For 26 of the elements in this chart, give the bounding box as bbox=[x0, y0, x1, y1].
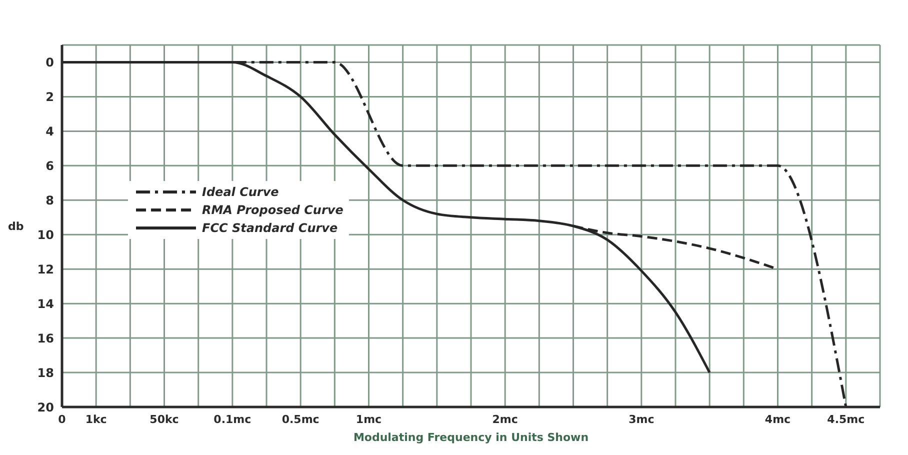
legend-label: Ideal Curve bbox=[202, 185, 279, 199]
y-tick-label: 8 bbox=[46, 193, 54, 208]
y-tick-label: 20 bbox=[37, 400, 54, 414]
x-axis-title: Modulating Frequency in Units Shown bbox=[353, 431, 589, 444]
y-tick-label: 12 bbox=[37, 262, 54, 276]
x-tick-label: 3mc bbox=[628, 412, 654, 426]
x-tick-label: 0.1mc bbox=[214, 412, 252, 426]
legend-label: RMA Proposed Curve bbox=[202, 203, 344, 217]
y-tick-label: 4 bbox=[46, 124, 54, 138]
y-tick-label: 2 bbox=[46, 90, 54, 104]
x-tick-label: 4.5mc bbox=[827, 412, 865, 426]
y-tick-label: 0 bbox=[46, 56, 54, 70]
legend-label: FCC Standard Curve bbox=[202, 221, 338, 235]
x-tick-label: 2mc bbox=[492, 412, 518, 426]
x-tick-label: 0.5mc bbox=[282, 412, 320, 426]
x-tick-label: 0 bbox=[58, 412, 66, 426]
x-tick-label: 1kc bbox=[85, 412, 107, 426]
x-tick-label: 1mc bbox=[356, 412, 382, 426]
y-tick-label: 18 bbox=[37, 366, 54, 380]
x-tick-label: 50kc bbox=[150, 412, 179, 426]
y-tick-label: 16 bbox=[37, 331, 54, 346]
y-axis-title: db bbox=[8, 220, 24, 233]
y-tick-label: 14 bbox=[37, 296, 54, 311]
y-tick-label: 6 bbox=[46, 158, 54, 173]
x-tick-label: 4mc bbox=[764, 412, 791, 426]
y-tick-label: 10 bbox=[37, 228, 54, 242]
